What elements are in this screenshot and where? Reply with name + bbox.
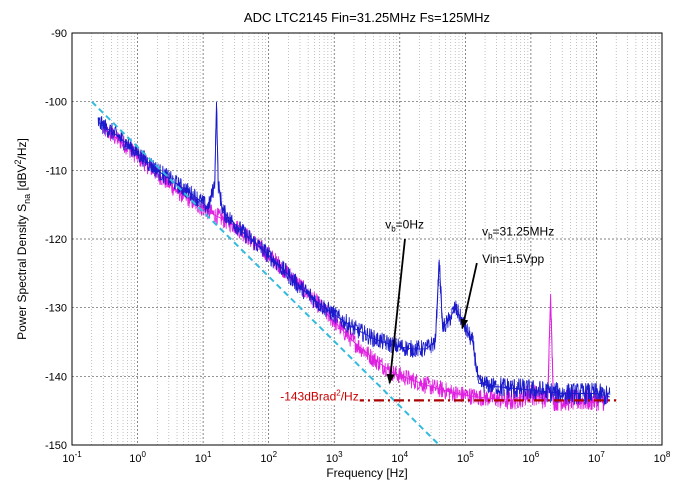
x-axis-label: Frequency [Hz]	[326, 466, 407, 480]
x-tick-label: 105	[457, 450, 474, 465]
x-tick-label: 108	[654, 450, 671, 465]
annotation-a1: vb=0Hz	[385, 218, 424, 234]
annotation-a4: -143dBrad2/Hz	[280, 388, 359, 403]
y-tick-label: -130	[45, 303, 67, 315]
x-tick-label: 107	[588, 450, 605, 465]
x-tick-label: 101	[195, 450, 212, 465]
blue-series-line	[97, 103, 611, 406]
x-tick-label: 102	[260, 450, 277, 465]
x-axis-ticks: 10-1 100 101 102 103 104 105 106 107 108	[62, 450, 671, 465]
annotation-a3: Vin=1.5Vpp	[482, 252, 544, 266]
plot-area	[91, 100, 617, 445]
grid	[71, 32, 663, 446]
slope-reference-line	[91, 100, 440, 445]
plot-frame	[71, 32, 663, 446]
x-tick-label: 100	[129, 450, 146, 465]
y-axis-ticks: -90 -100 -110 -120 -130 -140 -150	[45, 28, 67, 452]
x-tick-label: 10-1	[62, 450, 82, 465]
annotations: vb=0Hz vb=31.25MHz Vin=1.5Vpp -143dBrad2/Hz	[279, 218, 554, 404]
y-tick-label: -90	[51, 28, 67, 40]
magenta-series-line	[102, 120, 608, 412]
annotation-arrow-1	[386, 238, 406, 385]
blue-series-envelope	[97, 101, 610, 398]
y-tick-label: -150	[45, 440, 67, 452]
annotation-a2: vb=31.25MHz	[482, 225, 554, 241]
y-tick-label: -100	[45, 97, 67, 109]
y-tick-label: -120	[45, 234, 67, 246]
chart-title: ADC LTC2145 Fin=31.25MHz Fs=125MHz	[244, 10, 490, 25]
x-tick-label: 103	[326, 450, 343, 465]
annotation-background	[279, 388, 360, 404]
x-tick-label: 106	[523, 450, 540, 465]
y-tick-label: -140	[45, 371, 67, 383]
x-tick-label: 104	[391, 450, 408, 465]
annotation-arrow-2	[460, 262, 478, 330]
y-tick-label: -110	[46, 165, 67, 177]
y-axis-label: Power Spectral Density Sna [dBV2/Hz]	[13, 138, 32, 340]
